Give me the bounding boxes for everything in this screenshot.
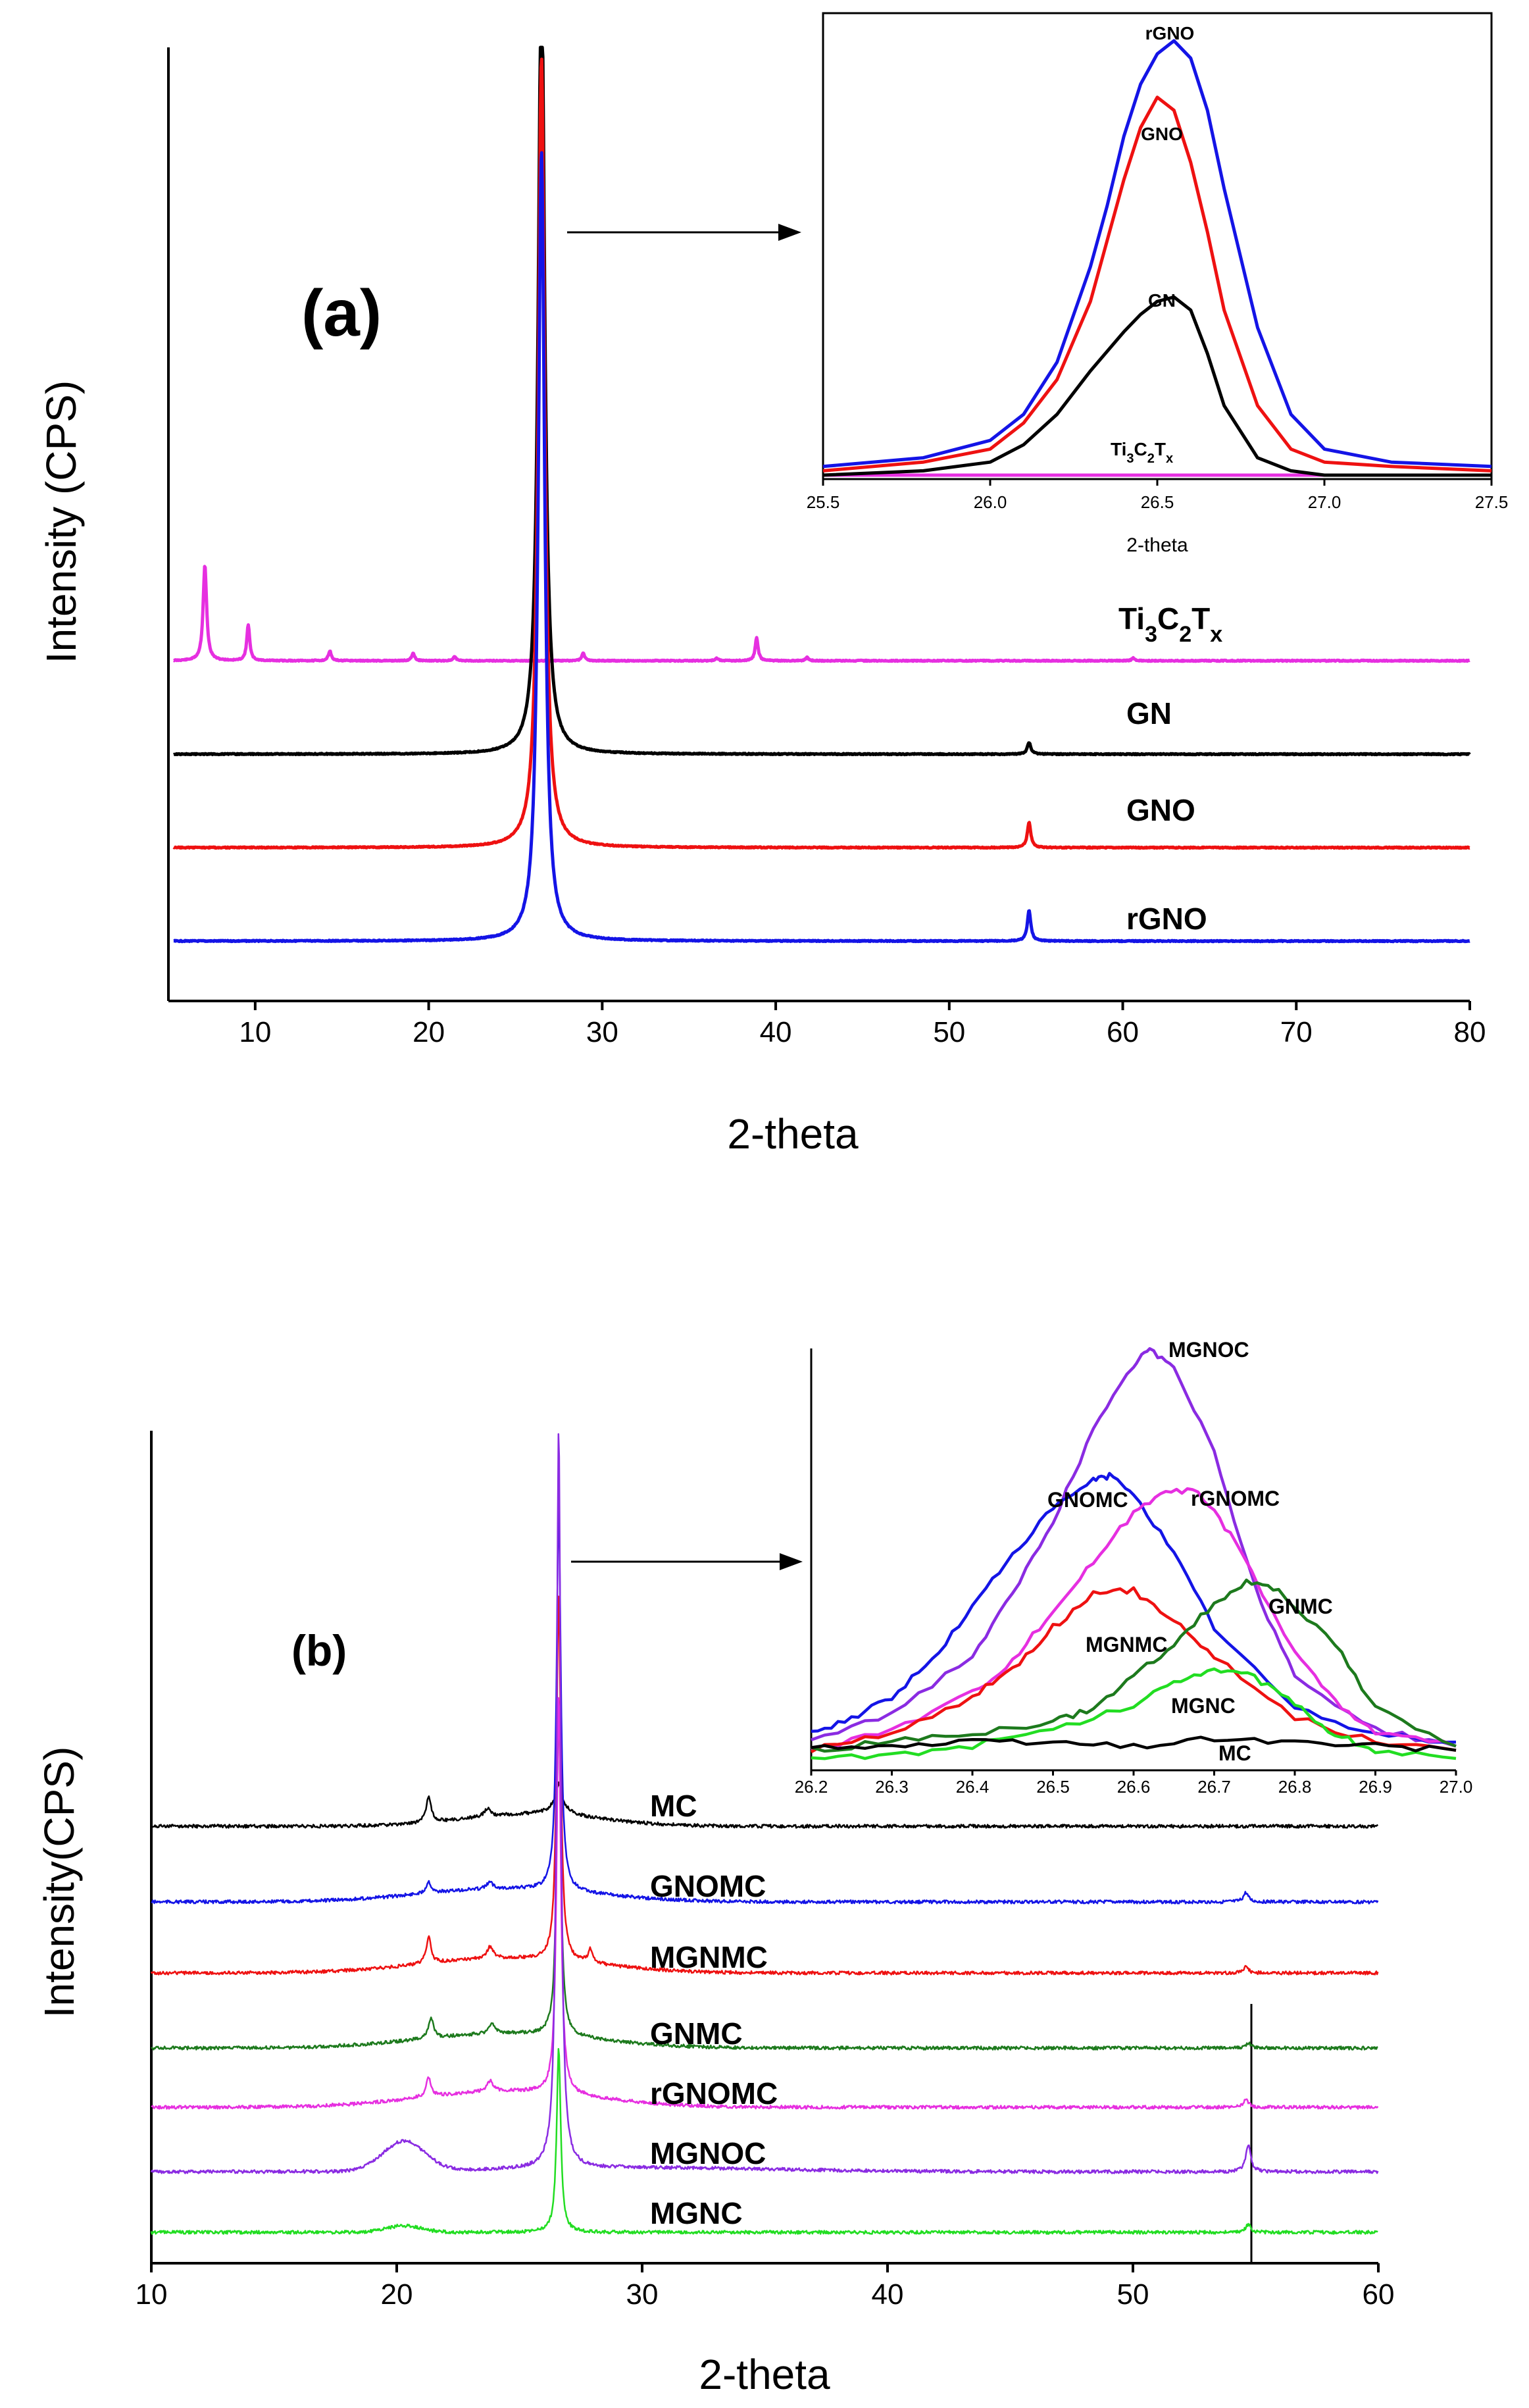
a-traces [172, 45, 1471, 944]
b-inset-tick-label: 26.9 [1359, 1777, 1392, 1797]
a-x-tick-label: 80 [1454, 1016, 1486, 1048]
a-inset-label-gn: GN [1148, 290, 1176, 311]
a-trace-gn [172, 45, 1471, 757]
a-inset-tick-label: 26.0 [974, 492, 1007, 512]
b-inset-trace-gnmc [811, 1578, 1457, 1753]
b-label-mgnmc: MGNMC [650, 1940, 768, 1974]
b-x-ticks: 10 20 30 40 50 60 [136, 2263, 1395, 2311]
a-inset-label-rgno: rGNO [1145, 23, 1195, 43]
b-inset-tick-label: 26.5 [1036, 1777, 1070, 1797]
b-label-mgnoc: MGNOC [650, 2136, 766, 2170]
b-y-axis-title: Intensity(CPS) [36, 1747, 83, 2018]
a-x-tick-label: 10 [239, 1016, 271, 1048]
b-inset-tick-label: 26.8 [1278, 1777, 1312, 1797]
a-trace-ti3c2tx [172, 565, 1471, 663]
b-inset-x-ticks: 26.2 26.3 26.4 26.5 26.6 26.7 26.8 26.9 27.0 [795, 1770, 1473, 1797]
a-panel-label: (a) [301, 276, 382, 350]
a-inset-label-gno: GNO [1141, 124, 1183, 144]
b-label-mgnc: MGNC [650, 2196, 743, 2230]
a-inset-x-ticks: 25.5 26.0 26.5 27.0 27.5 [807, 479, 1509, 512]
b-inset-trace-mc [811, 1735, 1457, 1753]
a-label-gno: GNO [1126, 793, 1195, 827]
a-inset-arrow-head [778, 224, 801, 241]
b-trace-rgnomc [151, 1697, 1379, 2110]
a-x-ticks: 10 20 30 40 50 60 70 80 [239, 1001, 1486, 1048]
b-inset-label-mgnc: MGNC [1171, 1694, 1236, 1718]
a-x-axis-title: 2-theta [727, 1110, 859, 1158]
b-x-tick-label: 50 [1117, 2278, 1149, 2311]
a-x-tick-label: 70 [1280, 1016, 1313, 1048]
a-inset-tick-label: 27.5 [1475, 492, 1509, 512]
a-x-tick-label: 30 [586, 1016, 618, 1048]
b-inset-label-gnmc: GNMC [1268, 1595, 1333, 1618]
a-inset: 25.5 26.0 26.5 27.0 27.5 2-theta rGNO GNO GN… [807, 12, 1509, 556]
b-trace-mgnmc [150, 1595, 1379, 1976]
a-trace-rgno [172, 151, 1471, 944]
a-inset-tick-label: 25.5 [807, 492, 840, 512]
b-trace-gnomc [151, 1505, 1379, 1905]
b-inset-label-gnomc: GNOMC [1047, 1488, 1128, 1512]
b-x-tick-label: 30 [626, 2278, 659, 2311]
b-inset-tick-label: 26.7 [1197, 1777, 1231, 1797]
b-x-tick-label: 20 [381, 2278, 413, 2311]
a-inset-tick-label: 27.0 [1308, 492, 1341, 512]
a-inset-tick-label: 26.5 [1141, 492, 1174, 512]
b-inset-tick-label: 26.4 [956, 1777, 990, 1797]
a-y-axis-title: Intensity (CPS) [38, 380, 85, 663]
a-x-tick-label: 50 [933, 1016, 965, 1048]
b-label-gnomc: GNOMC [650, 1869, 766, 1903]
b-label-gnmc: GNMC [650, 2016, 743, 2051]
b-x-axis-title: 2-theta [699, 2351, 830, 2398]
a-label-ti3c2tx: Ti3C2Tx [1118, 602, 1222, 647]
b-panel-label: (b) [291, 1626, 347, 1675]
a-x-tick-label: 60 [1107, 1016, 1139, 1048]
panel-b: 10 20 30 40 50 60 (b) 2-theta Intensity(CPS) … [36, 1338, 1472, 2398]
b-x-tick-label: 40 [872, 2278, 904, 2311]
a-inset-label-ti3c2tx: Ti3C2Tx [1111, 439, 1173, 466]
b-inset-traces [810, 1347, 1457, 1760]
panel-a: 10 20 30 40 50 60 70 80 (a) 2-theta Intensity (… [38, 12, 1509, 1158]
b-x-tick-label: 60 [1363, 2278, 1395, 2311]
a-label-gn: GN [1126, 696, 1172, 730]
a-x-tick-label: 40 [760, 1016, 792, 1048]
b-trace-gnmc [151, 1710, 1378, 2051]
b-label-mc: MC [650, 1789, 697, 1823]
b-inset-trace-gnomc [811, 1472, 1457, 1744]
b-inset: 26.2 26.3 26.4 26.5 26.6 26.7 26.8 26.9 27.0 MGN… [795, 1338, 1473, 1797]
b-inset-tick-label: 26.6 [1117, 1777, 1151, 1797]
b-inset-trace-rgnomc [811, 1487, 1457, 1752]
b-trace-mc [150, 1781, 1379, 1829]
b-traces [150, 1433, 1379, 2235]
b-inset-label-rgnomc: rGNOMC [1191, 1487, 1280, 1510]
a-inset-trace-gn [822, 295, 1491, 477]
a-x-tick-label: 20 [413, 1016, 445, 1048]
b-inset-trace-mgnmc [810, 1586, 1457, 1754]
b-trace-mgnoc [150, 1433, 1379, 2174]
b-inset-arrow-head [780, 1553, 803, 1570]
a-inset-trace-gno [822, 95, 1492, 473]
b-trace-mgnc [150, 2048, 1378, 2235]
a-label-rgno: rGNO [1126, 902, 1207, 936]
b-inset-label-mc: MC [1218, 1741, 1251, 1765]
a-inset-frame [822, 12, 1493, 480]
b-x-tick-label: 10 [136, 2278, 168, 2311]
b-inset-trace-mgnc [811, 1667, 1457, 1760]
a-inset-x-title: 2-theta [1126, 534, 1188, 556]
b-inset-tick-label: 26.3 [875, 1777, 909, 1797]
b-inset-tick-label: 26.2 [795, 1777, 828, 1797]
a-inset-traces [822, 39, 1492, 477]
b-inset-tick-label: 27.0 [1440, 1777, 1473, 1797]
b-inset-trace-mgnoc [811, 1347, 1457, 1748]
b-inset-label-mgnoc: MGNOC [1168, 1338, 1249, 1362]
b-label-rgnomc: rGNOMC [650, 2076, 778, 2111]
a-trace-gno [172, 57, 1471, 850]
b-inset-label-mgnmc: MGNMC [1086, 1633, 1167, 1656]
a-inset-trace-rgno [822, 39, 1492, 469]
